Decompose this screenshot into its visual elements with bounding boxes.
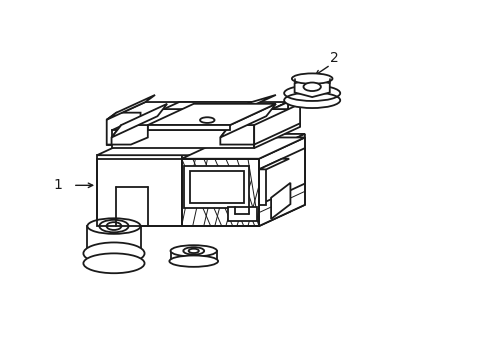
Ellipse shape (291, 73, 332, 84)
Ellipse shape (83, 242, 144, 264)
Polygon shape (97, 155, 181, 226)
Polygon shape (140, 102, 251, 120)
Polygon shape (106, 95, 155, 120)
Polygon shape (181, 138, 305, 159)
Polygon shape (227, 207, 256, 221)
Polygon shape (147, 125, 229, 130)
Ellipse shape (170, 245, 217, 257)
Polygon shape (106, 102, 287, 120)
Ellipse shape (188, 249, 199, 253)
Ellipse shape (83, 253, 144, 273)
Polygon shape (111, 130, 254, 148)
Polygon shape (270, 183, 290, 219)
Polygon shape (259, 159, 288, 169)
Ellipse shape (106, 222, 121, 230)
Polygon shape (106, 113, 140, 145)
Polygon shape (189, 171, 243, 203)
Polygon shape (254, 104, 300, 145)
Polygon shape (259, 134, 305, 226)
Polygon shape (106, 120, 249, 145)
Polygon shape (170, 251, 217, 261)
Ellipse shape (169, 256, 218, 267)
Polygon shape (213, 113, 249, 145)
Polygon shape (259, 169, 265, 205)
Polygon shape (249, 102, 287, 145)
Ellipse shape (99, 220, 128, 232)
Polygon shape (97, 134, 305, 155)
Polygon shape (220, 104, 275, 138)
Text: 1: 1 (54, 178, 62, 192)
Polygon shape (147, 104, 275, 125)
Polygon shape (259, 138, 305, 226)
Polygon shape (249, 102, 287, 145)
Ellipse shape (87, 218, 140, 234)
Polygon shape (87, 226, 140, 253)
Ellipse shape (183, 247, 204, 255)
Ellipse shape (303, 82, 320, 91)
Ellipse shape (284, 93, 340, 108)
Polygon shape (213, 95, 275, 120)
Polygon shape (111, 109, 300, 130)
Polygon shape (220, 125, 254, 145)
Polygon shape (254, 109, 300, 148)
Ellipse shape (180, 109, 197, 117)
Polygon shape (181, 155, 259, 226)
Polygon shape (183, 166, 249, 208)
Polygon shape (294, 78, 329, 97)
Ellipse shape (200, 117, 214, 123)
Polygon shape (111, 125, 147, 145)
Polygon shape (111, 104, 167, 138)
Text: 2: 2 (329, 51, 338, 65)
Polygon shape (259, 148, 305, 205)
